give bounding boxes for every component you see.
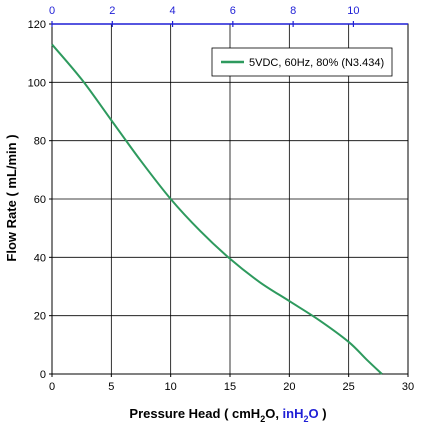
x-axis-title-sub1: 2 [260, 414, 265, 424]
y-axis-title: Flow Rate ( mL/min ) [4, 134, 19, 261]
top-tick-label: 2 [109, 5, 115, 17]
x-axis-title-prefix: Pressure Head ( cmH [129, 406, 260, 421]
top-tick-label: 8 [290, 5, 296, 17]
x-tick-label: 25 [343, 381, 355, 393]
y-tick-label: 100 [28, 77, 46, 89]
y-tick-label: 0 [40, 369, 46, 381]
y-tick-label: 20 [34, 311, 46, 323]
x-tick-label: 30 [402, 381, 414, 393]
x-tick-label: 20 [283, 381, 295, 393]
x-axis-title-suffix: ) [319, 406, 327, 421]
y-tick-label: 120 [28, 19, 46, 31]
x-tick-label: 15 [224, 381, 236, 393]
x-axis-title: Pressure Head ( cmH2O, inH2O ) [129, 406, 326, 424]
x-axis-title-sub2: 2 [304, 414, 309, 424]
top-tick-label: 6 [230, 5, 236, 17]
legend-label: 5VDC, 60Hz, 80% (N3.434) [249, 57, 384, 69]
y-tick-label: 80 [34, 136, 46, 148]
top-tick-label: 0 [49, 5, 55, 17]
top-tick-label: 10 [347, 5, 359, 17]
x-tick-label: 0 [49, 381, 55, 393]
grid-lines [51, 23, 409, 375]
x-axis-title-mid: O, [265, 406, 282, 421]
x-axis-title-alt-suffix: O [309, 406, 319, 421]
y-tick-label: 40 [34, 252, 46, 264]
y-tick-label: 60 [34, 194, 46, 206]
x-axis-title-alt-unit: inH [283, 406, 304, 421]
x-tick-label: 10 [165, 381, 177, 393]
series-line [51, 43, 383, 375]
legend: 5VDC, 60Hz, 80% (N3.434) [211, 47, 393, 77]
top-tick-label: 4 [170, 5, 176, 17]
series-layer [51, 43, 383, 375]
x-tick-label: 5 [108, 381, 114, 393]
